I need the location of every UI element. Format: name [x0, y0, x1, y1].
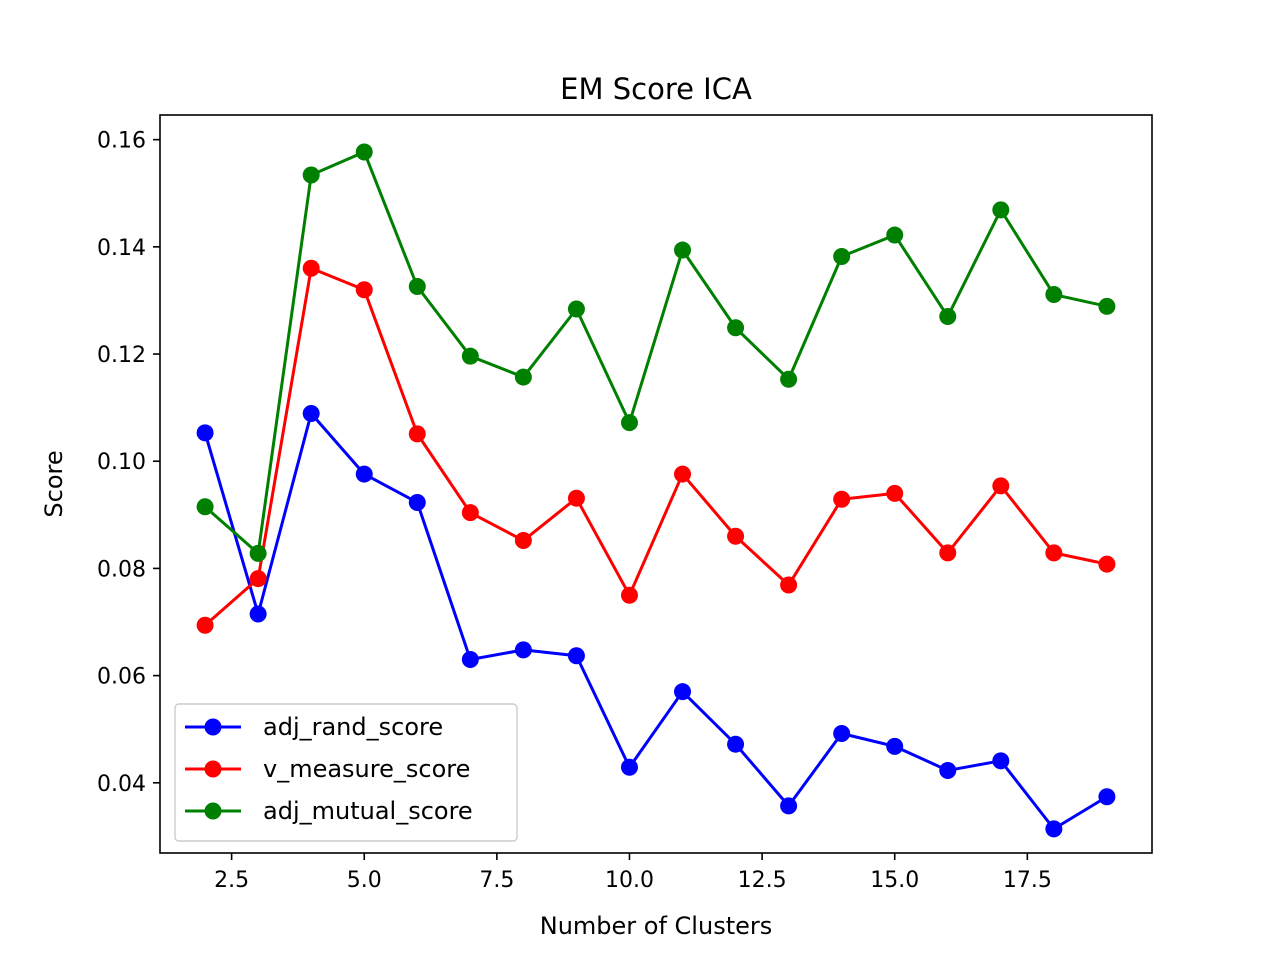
data-point-adj_rand_score-13 — [780, 797, 798, 815]
data-point-v_measure_score-7 — [461, 504, 479, 522]
data-point-v_measure_score-5 — [355, 281, 373, 299]
legend-marker-adj_mutual_score — [204, 802, 222, 820]
legend-marker-v_measure_score — [204, 760, 222, 778]
data-point-adj_mutual_score-5 — [355, 143, 373, 161]
data-point-adj_rand_score-9 — [567, 647, 585, 665]
x-tick-label: 7.5 — [479, 868, 514, 893]
data-point-adj_mutual_score-16 — [939, 308, 957, 326]
data-point-adj_rand_score-15 — [886, 737, 904, 755]
y-tick-label: 0.12 — [97, 343, 146, 368]
data-point-v_measure_score-14 — [833, 490, 851, 508]
data-point-adj_rand_score-4 — [302, 405, 320, 423]
data-point-adj_rand_score-11 — [674, 683, 692, 701]
legend-label-v_measure_score: v_measure_score — [263, 755, 470, 783]
data-point-v_measure_score-3 — [249, 570, 267, 588]
data-point-v_measure_score-6 — [408, 425, 426, 443]
data-point-v_measure_score-4 — [302, 259, 320, 277]
legend-box — [174, 703, 518, 842]
data-point-v_measure_score-19 — [1098, 555, 1116, 573]
data-point-v_measure_score-2 — [196, 616, 214, 634]
y-tick-label: 0.06 — [97, 665, 146, 690]
data-point-adj_mutual_score-13 — [780, 370, 798, 388]
data-point-adj_rand_score-19 — [1098, 788, 1116, 806]
data-point-adj_mutual_score-3 — [249, 544, 267, 562]
x-tick-label: 17.5 — [1003, 868, 1052, 893]
data-point-v_measure_score-10 — [620, 586, 638, 604]
y-tick-label: 0.14 — [97, 236, 146, 261]
data-point-adj_rand_score-7 — [461, 651, 479, 669]
data-point-v_measure_score-17 — [992, 477, 1010, 495]
data-point-v_measure_score-12 — [727, 527, 745, 545]
axes: 2.5 5.0 7.5 10.0 12.5 15.0 17.5 0.04 0.06 0.08 0.1… — [97, 114, 1153, 893]
data-point-adj_rand_score-2 — [196, 424, 214, 442]
y-tick-label: 0.08 — [97, 557, 146, 582]
data-point-adj_mutual_score-4 — [302, 166, 320, 184]
data-point-v_measure_score-15 — [886, 484, 904, 502]
data-point-v_measure_score-11 — [674, 465, 692, 483]
data-point-adj_rand_score-16 — [939, 761, 957, 779]
data-point-adj_rand_score-18 — [1045, 820, 1063, 838]
series-line-v_measure_score — [204, 266, 1108, 627]
data-point-adj_rand_score-3 — [249, 605, 267, 623]
data-point-adj_mutual_score-9 — [567, 300, 585, 318]
x-tick-label: 10.0 — [605, 868, 654, 893]
data-point-adj_rand_score-10 — [620, 758, 638, 776]
series-line-adj_mutual_score — [204, 150, 1108, 555]
x-tick-label: 2.5 — [214, 868, 249, 893]
data-point-v_measure_score-16 — [939, 544, 957, 562]
data-point-adj_mutual_score-18 — [1045, 286, 1063, 304]
data-point-v_measure_score-9 — [567, 489, 585, 507]
data-point-adj_mutual_score-8 — [514, 368, 532, 386]
x-axis-label: Number of Clusters — [540, 912, 773, 940]
legend-label-adj_rand_score: adj_rand_score — [263, 713, 443, 741]
data-point-adj_mutual_score-7 — [461, 347, 479, 365]
data-point-adj_mutual_score-12 — [727, 319, 745, 337]
data-point-adj_rand_score-6 — [408, 493, 426, 511]
data-point-adj_mutual_score-19 — [1098, 297, 1116, 315]
data-point-v_measure_score-13 — [780, 576, 798, 594]
data-point-adj_mutual_score-11 — [674, 241, 692, 259]
x-tick-label: 5.0 — [347, 868, 382, 893]
x-tick-label: 15.0 — [870, 868, 919, 893]
y-axis-label: Score — [40, 450, 68, 517]
legend-label-adj_mutual_score: adj_mutual_score — [263, 797, 473, 825]
chart-title: EM Score ICA — [560, 72, 752, 106]
data-point-adj_rand_score-5 — [355, 465, 373, 483]
data-point-adj_mutual_score-10 — [620, 414, 638, 432]
legend-marker-adj_rand_score — [204, 718, 222, 736]
y-tick-label: 0.16 — [97, 129, 146, 154]
data-point-adj_rand_score-12 — [727, 735, 745, 753]
data-point-v_measure_score-8 — [514, 532, 532, 550]
data-point-adj_mutual_score-14 — [833, 247, 851, 265]
data-point-adj_rand_score-17 — [992, 752, 1010, 770]
legend: adj_rand_score v_measure_score adj_mutual_… — [174, 703, 518, 842]
data-point-adj_rand_score-8 — [514, 641, 532, 659]
data-point-adj_mutual_score-17 — [992, 201, 1010, 219]
plot-area — [196, 143, 1116, 838]
y-tick-label: 0.04 — [97, 772, 146, 797]
data-point-adj_mutual_score-2 — [196, 498, 214, 516]
data-point-v_measure_score-18 — [1045, 544, 1063, 562]
series-line-adj_rand_score — [203, 412, 1108, 831]
x-tick-label: 12.5 — [738, 868, 787, 893]
data-point-adj_mutual_score-15 — [886, 226, 904, 244]
data-point-adj_rand_score-14 — [833, 724, 851, 742]
data-point-adj_mutual_score-6 — [408, 278, 426, 295]
axes-frame — [159, 114, 1153, 854]
y-tick-label: 0.10 — [97, 450, 146, 475]
